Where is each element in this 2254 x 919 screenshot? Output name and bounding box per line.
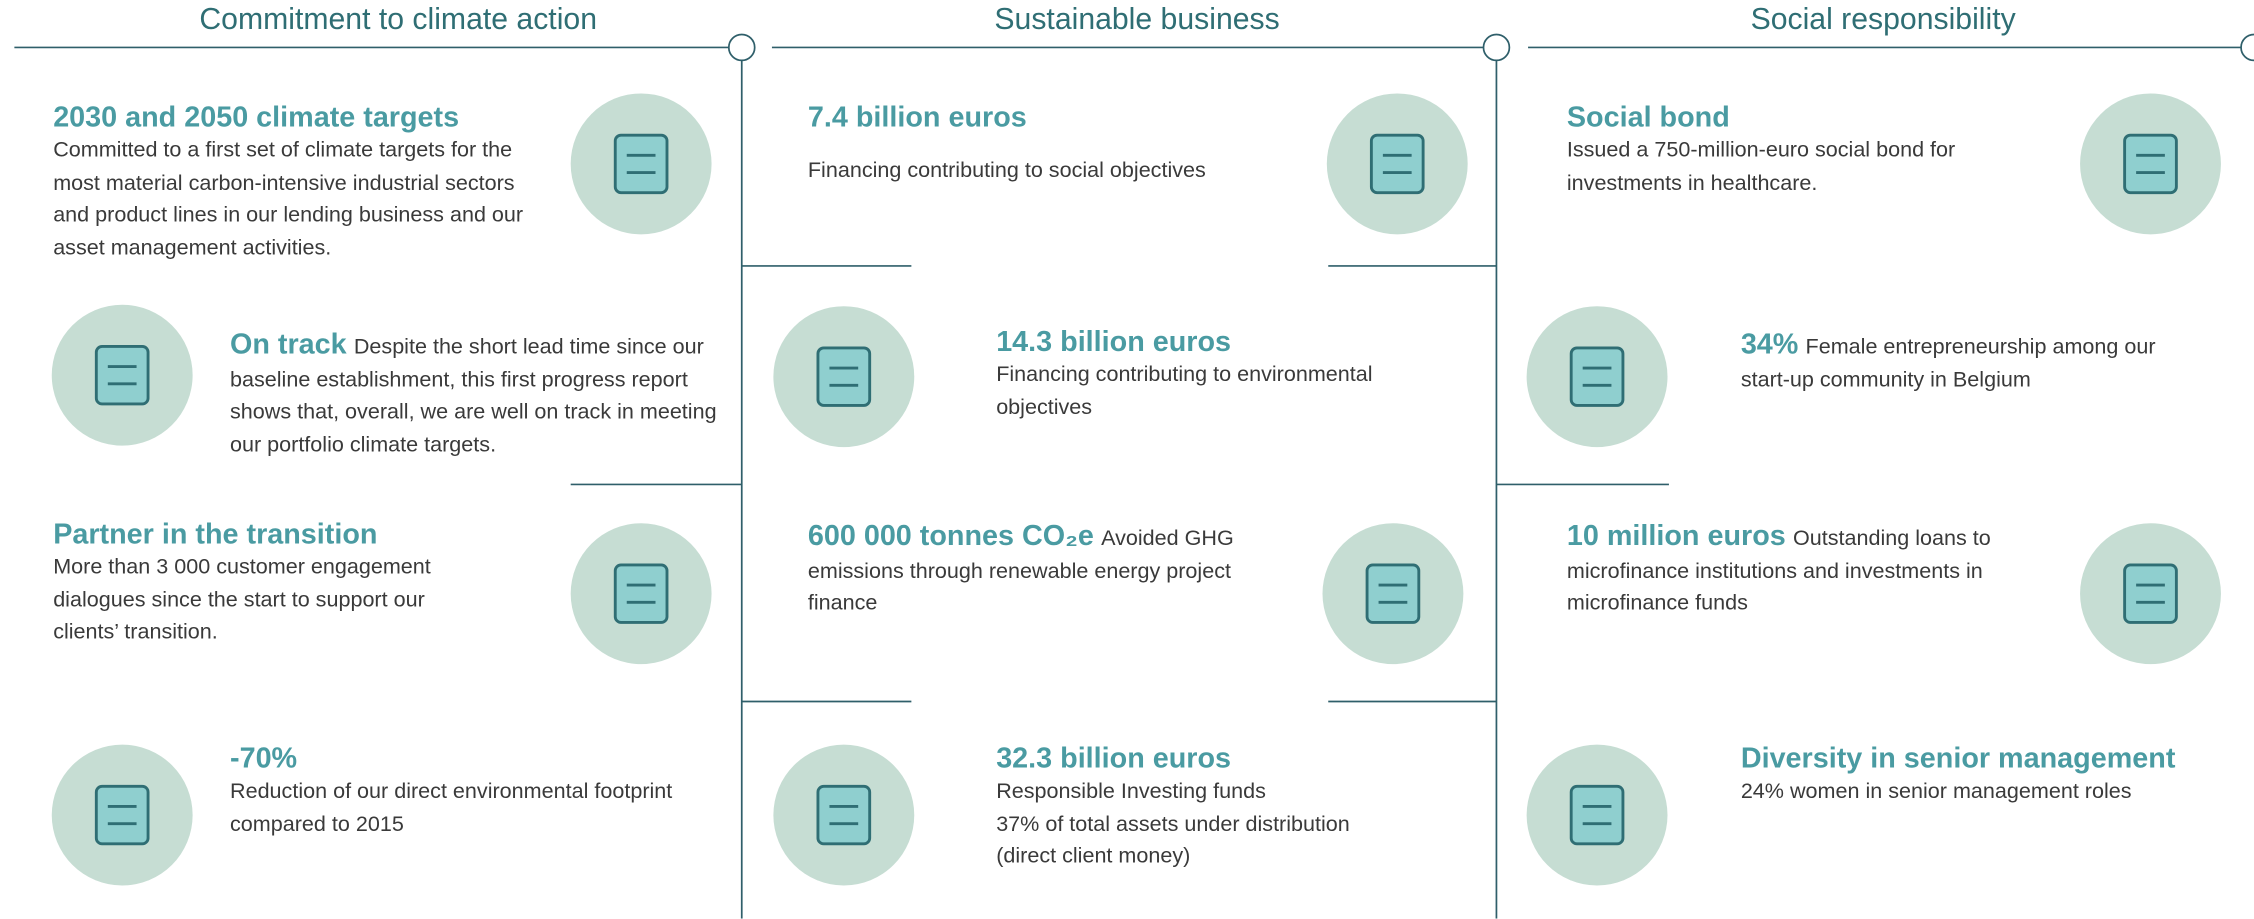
item-text: Financing contributing to environmental … (996, 359, 1413, 424)
item-heading: 2030 and 2050 climate targets (53, 102, 460, 134)
icon (1326, 93, 1468, 235)
icon (2080, 93, 2221, 235)
icon-glyph (613, 133, 669, 195)
text-line: Financing contributing to environmental … (996, 362, 1373, 420)
text-line: More than 3 000 customer engagement dial… (53, 554, 431, 644)
icon-glyph (613, 563, 669, 624)
item-text: More than 3 000 customer engagement dial… (53, 552, 470, 649)
icon (1526, 306, 1668, 448)
info-item: Social bond Issued a 750-million-euro soc… (1567, 101, 1998, 200)
icon (570, 93, 712, 235)
text-line: Despite the short lead time since our ba… (230, 334, 717, 457)
info-item: 32.3 billion euros Responsible Investing … (996, 742, 1384, 874)
icon-glyph (1569, 784, 1625, 846)
icons (51, 93, 2221, 886)
text-line: Responsible Investing funds (996, 779, 1266, 804)
item-heading: 14.3 billion euros (996, 326, 1232, 358)
item-text: Avoided GHG emissions through renewable … (808, 526, 1234, 615)
item-text: Outstanding loans to microfinance instit… (1567, 526, 1991, 615)
icon-glyph (2123, 133, 2178, 195)
item-heading: Diversity in senior management (1740, 743, 2176, 775)
column-title: Social responsibility (1750, 2, 2016, 36)
item-text: Despite the short lead time since our ba… (230, 335, 717, 456)
dividers (14, 33, 2254, 919)
item-heading: 32.3 billion euros (996, 743, 1232, 775)
info-item: 7.4 billion euros Financing contributing … (808, 101, 1268, 188)
icon-glyph (816, 784, 872, 846)
icon-glyph (2123, 563, 2178, 624)
text-line: Outstanding loans to microfinance instit… (1566, 526, 1991, 616)
icon (51, 304, 193, 446)
text-line: Committed to a first set of climate targ… (53, 138, 524, 260)
text-line: 37% of total assets under distribution (… (996, 811, 1350, 869)
info-item: On track Despite the short lead time sinc… (230, 328, 719, 462)
text-line: Avoided GHG emissions through renewable … (807, 526, 1234, 616)
item-heading: 7.4 billion euros (807, 102, 1027, 134)
item-text: Reduction of our direct environmental fo… (230, 776, 719, 841)
icon (2080, 523, 2221, 665)
text-line: Female entrepreneurship among our start-… (1740, 334, 2156, 392)
icon (570, 523, 712, 665)
icon-glyph (94, 345, 150, 406)
icon (773, 306, 915, 448)
item-text: Issued a 750-million-euro social bond fo… (1567, 135, 1998, 200)
text-line: Financing contributing to social objecti… (807, 158, 1206, 183)
info-item: 14.3 billion euros Financing contributing… (996, 325, 1413, 424)
info-item: Partner in the transition More than 3 000… (53, 518, 470, 650)
icon (1322, 523, 1464, 665)
item-text: Committed to a first set of climate targ… (53, 135, 556, 264)
item-heading: Social bond (1566, 102, 1730, 134)
item-heading: 10 million euros (1566, 520, 1786, 552)
icon-glyph (1365, 563, 1421, 624)
icon (51, 744, 193, 886)
item-heading: On track (230, 329, 347, 361)
info-item: -70% Reduction of our direct environmenta… (230, 742, 719, 841)
icon (1526, 744, 1668, 886)
item-text: Female entrepreneurship among our start-… (1741, 335, 2156, 392)
item-heading: -70% (230, 743, 298, 775)
item-heading: Partner in the transition (53, 518, 378, 551)
column-title: Commitment to climate action (199, 2, 597, 36)
text-line: 24% women in senior management roles (1740, 779, 2132, 804)
icon-glyph (1569, 346, 1625, 407)
item-heading: 600 000 tonnes CO₂e (807, 520, 1094, 552)
item-text: 24% women in senior management roles (1741, 776, 2187, 808)
info-item: 600 000 tonnes CO₂e Avoided GHG emissions… (808, 519, 1282, 620)
item-text: Financing contributing to social objecti… (808, 155, 1268, 187)
item-text: Responsible Investing funds 37% of total … (996, 776, 1384, 873)
item-heading: 34% (1740, 329, 1799, 361)
icon (773, 744, 915, 886)
info-item: 10 million euros Outstanding loans to mic… (1567, 519, 2027, 620)
icon-glyph (94, 784, 150, 846)
icon-glyph (1369, 133, 1425, 195)
icon-glyph (816, 346, 872, 407)
column-title: Sustainable business (994, 2, 1280, 36)
info-item: Diversity in senior management 24% women … (1741, 742, 2187, 809)
info-item: 2030 and 2050 climate targets Committed t… (53, 101, 556, 265)
text-line: Reduction of our direct environmental fo… (230, 779, 673, 836)
text-line: Issued a 750-million-euro social bond fo… (1566, 138, 1956, 195)
info-item: 34% Female entrepreneurship among our sta… (1741, 328, 2158, 397)
